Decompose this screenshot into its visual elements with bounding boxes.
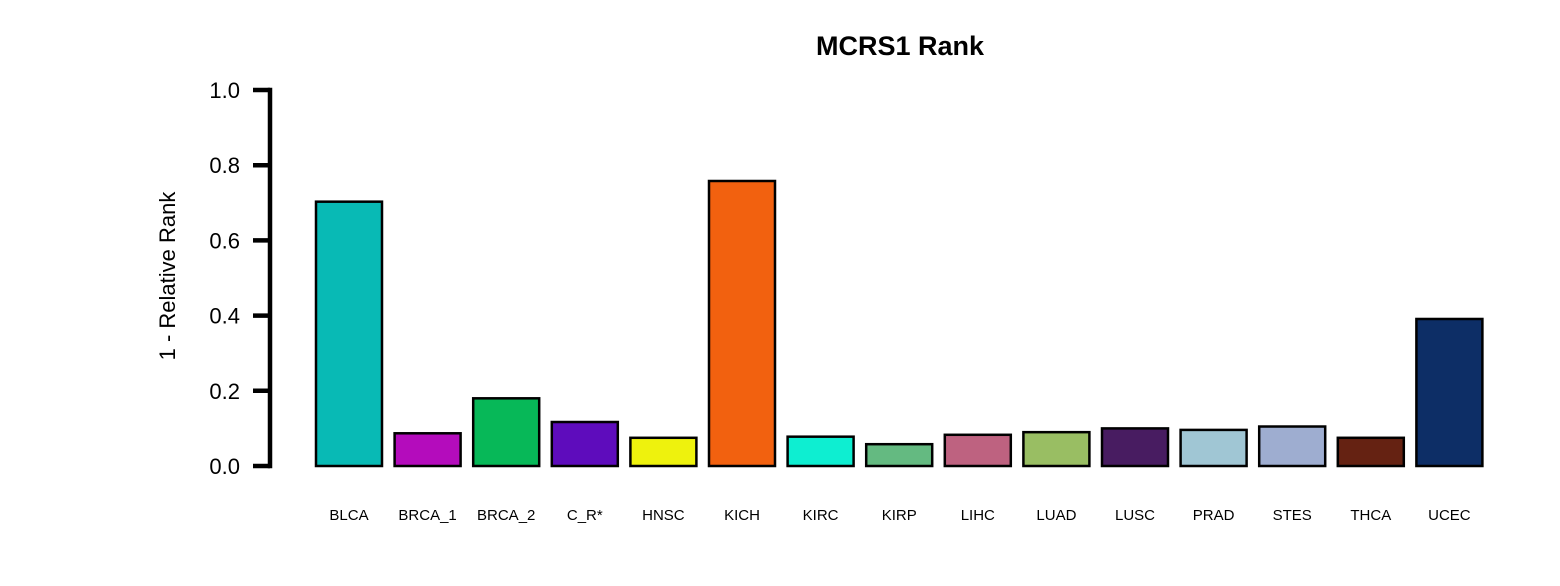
bar-brca-2 <box>471 397 541 468</box>
bar-c-r <box>550 420 620 468</box>
bar-thca <box>1336 436 1406 468</box>
x-tick-label: THCA <box>1350 507 1391 524</box>
bar-kich <box>707 179 777 468</box>
x-tick-label: BRCA_1 <box>398 507 456 524</box>
x-tick-label: PRAD <box>1193 507 1235 524</box>
y-tick-label: 1.0 <box>209 78 240 103</box>
x-tick-label: UCEC <box>1428 507 1471 524</box>
bar-prad <box>1179 428 1248 468</box>
x-tick-label: LIHC <box>961 507 995 524</box>
x-tick-label: LUAD <box>1036 507 1076 524</box>
bar-luad <box>1022 430 1091 468</box>
bar-lusc <box>1100 427 1170 468</box>
x-tick-label: STES <box>1273 507 1312 524</box>
x-tick-label: KIRC <box>803 507 839 524</box>
x-tick-label: KIRP <box>882 507 917 524</box>
x-tick-label: C_R* <box>567 507 603 524</box>
y-tick-label: 0.4 <box>209 304 240 329</box>
bar-kirp <box>864 442 934 468</box>
bar-lihc <box>943 433 1013 468</box>
y-axis: 0.0 0.2 0.4 0.6 0.8 1.0 <box>209 78 273 479</box>
bar-ucec <box>1415 317 1484 468</box>
bars-group <box>314 179 1484 468</box>
bar-hnsc <box>629 436 698 468</box>
bar-brca-1 <box>393 432 462 468</box>
x-tick-label: LUSC <box>1115 507 1155 524</box>
bar-stes <box>1257 425 1327 468</box>
chart-title: MCRS1 Rank <box>816 31 985 61</box>
x-tick-label: BLCA <box>329 507 368 524</box>
y-axis-label: 1 - Relative Rank <box>155 191 180 361</box>
bar-kirc <box>786 435 855 468</box>
y-tick-label: 0.2 <box>209 379 240 404</box>
x-axis-tick-labels: BLCA BRCA_1 BRCA_2 C_R* HNSC KICH KIRC KIRP LIHC… <box>329 507 1470 524</box>
x-tick-label: BRCA_2 <box>477 507 535 524</box>
y-tick-label: 0.0 <box>209 454 240 479</box>
x-tick-label: KICH <box>724 507 760 524</box>
y-tick-label: 0.8 <box>209 153 240 178</box>
x-tick-label: HNSC <box>642 507 685 524</box>
y-tick-label: 0.6 <box>209 228 240 253</box>
bar-blca <box>314 200 384 468</box>
